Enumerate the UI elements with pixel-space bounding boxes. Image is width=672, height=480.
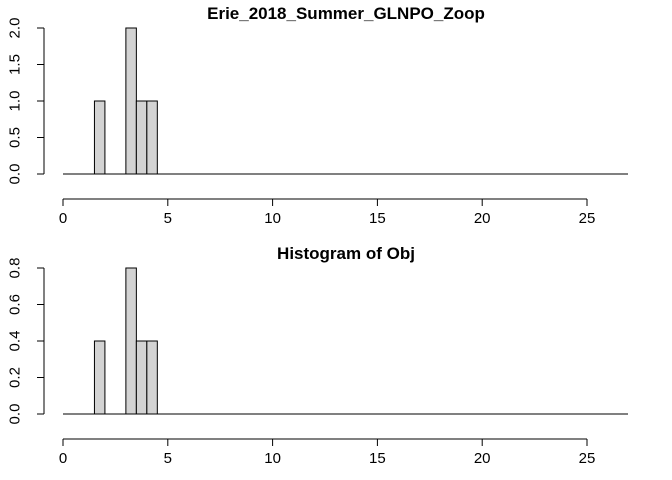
histogram-bar	[135, 100, 148, 175]
y-tick-label: 0.8	[7, 258, 24, 279]
y-tick-label: 2.0	[7, 18, 24, 39]
histogram-panel-top: Erie_2018_Summer_GLNPO_Zoop 0 5 10 15 20 25 0.…	[7, 4, 628, 227]
y-tick-label: 1.0	[7, 91, 24, 112]
y-tick-label: 0.2	[7, 367, 24, 388]
x-tick-label: 5	[164, 450, 172, 467]
histogram-bar	[93, 340, 106, 415]
chart-title: Histogram of Obj	[277, 244, 415, 263]
x-tick-label: 0	[59, 210, 67, 227]
y-tick-label: 1.5	[7, 54, 24, 75]
x-tick-label: 25	[579, 450, 596, 467]
histogram-bar	[125, 27, 137, 175]
histogram-bar	[125, 267, 137, 415]
histogram-bar	[135, 340, 148, 415]
x-tick-label: 10	[264, 450, 281, 467]
x-tick-label: 20	[474, 210, 491, 227]
histogram-bar	[93, 100, 106, 175]
histogram-bar	[146, 100, 158, 175]
x-tick-label: 25	[579, 210, 596, 227]
y-tick-label: 0.0	[7, 404, 24, 425]
x-tick-label: 5	[164, 210, 172, 227]
x-tick-label: 15	[369, 450, 386, 467]
y-tick-label: 0.6	[7, 294, 24, 315]
x-tick-label: 0	[59, 450, 67, 467]
chart-title: Erie_2018_Summer_GLNPO_Zoop	[207, 4, 485, 23]
y-tick-label: 0.0	[7, 164, 24, 185]
x-tick-label: 20	[474, 450, 491, 467]
histogram-bar	[146, 340, 158, 415]
histogram-panel-bottom: Histogram of Obj 0 5 10 15 20 25 0.0 0.2 0.4 0.6 0…	[7, 244, 628, 467]
x-tick-label: 15	[369, 210, 386, 227]
y-tick-label: 0.4	[7, 331, 24, 352]
x-tick-label: 10	[264, 210, 281, 227]
y-tick-label: 0.5	[7, 127, 24, 148]
